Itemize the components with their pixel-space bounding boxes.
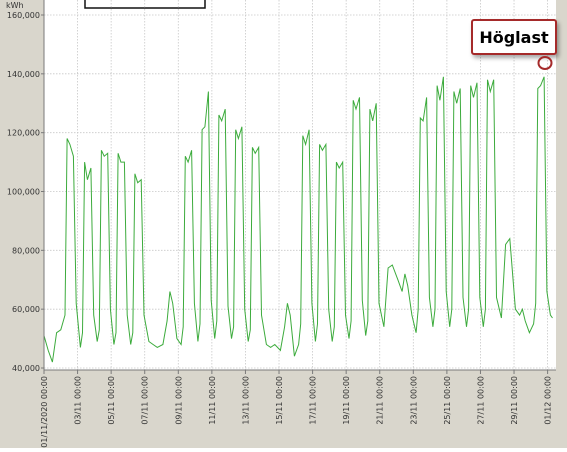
x-tick-label: 13/11 00:00 — [241, 376, 250, 425]
x-tick-label: 09/11 00:00 — [174, 376, 183, 425]
x-tick-label: 19/11 00:00 — [342, 376, 351, 425]
y-tick-label: 160,000 — [7, 11, 40, 20]
x-tick-label: 05/11 00:00 — [107, 376, 116, 425]
x-tick-label: 23/11 00:00 — [409, 376, 418, 425]
y-tick-label: 140,000 — [7, 70, 40, 79]
x-tick-label: 25/11 00:00 — [443, 376, 452, 425]
x-tick-label: 01/11/2020 00:00 — [40, 376, 49, 448]
x-tick-label: 21/11 00:00 — [376, 376, 385, 425]
annotation-box — [471, 19, 557, 55]
y-tick-label: 100,000 — [7, 188, 40, 197]
y-tick-label: 80,000 — [12, 246, 40, 255]
x-tick-label: 11/11 00:00 — [208, 376, 217, 425]
x-tick-label: 29/11 00:00 — [510, 376, 519, 425]
x-tick-label: 07/11 00:00 — [141, 376, 150, 425]
annotation-label: Höglast — [479, 28, 549, 47]
y-tick-label: 120,000 — [7, 129, 40, 138]
x-tick-label: 15/11 00:00 — [275, 376, 284, 425]
peak-marker-circle — [537, 56, 553, 70]
x-tick-label: 03/11 00:00 — [74, 376, 83, 425]
x-tick-label: 17/11 00:00 — [309, 376, 318, 425]
x-tick-label: 01/12 00:00 — [544, 376, 553, 425]
x-tick-label: 27/11 00:00 — [476, 376, 485, 425]
y-tick-label: 40,000 — [12, 364, 40, 373]
plot-area — [44, 0, 556, 370]
series-line-kwh — [43, 76, 553, 363]
peak-annotation: Höglast — [471, 19, 557, 70]
y-tick-label: 60,000 — [12, 305, 40, 314]
y-axis-label: kWh — [6, 1, 24, 10]
